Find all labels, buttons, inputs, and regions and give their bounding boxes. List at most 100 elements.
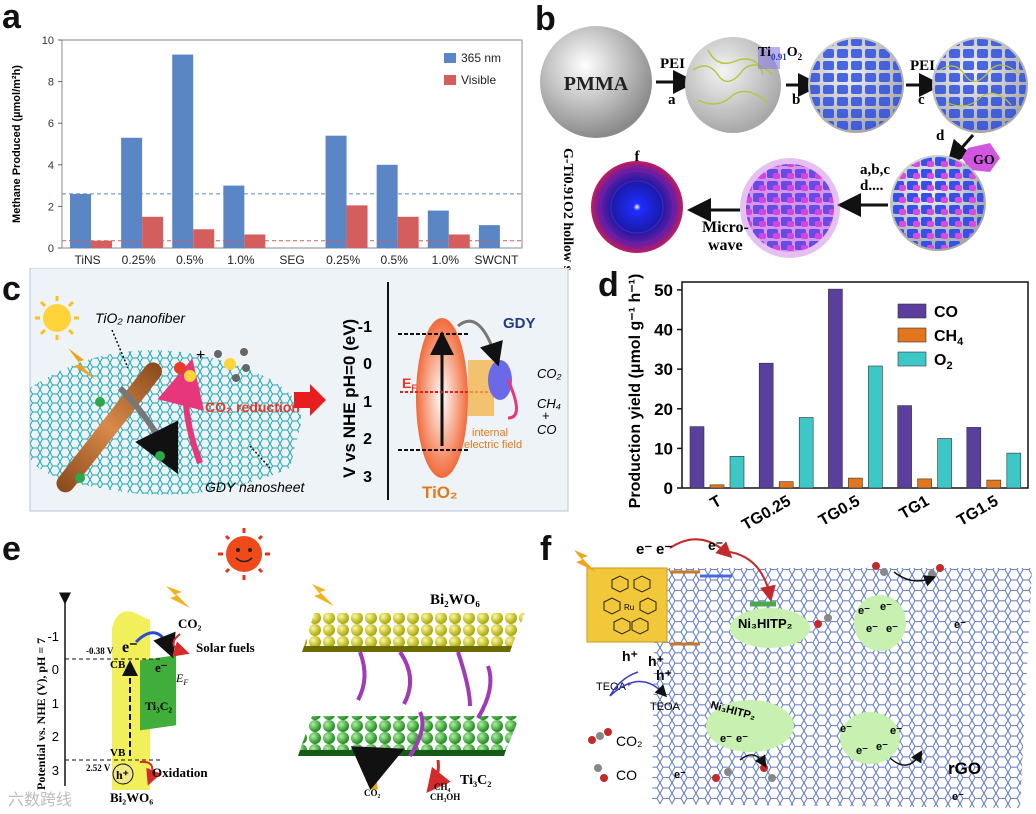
gdy-nanosheet-label: GDY nanosheet (205, 479, 305, 495)
svg-text:1: 1 (52, 696, 59, 711)
bar-ch4 (709, 484, 725, 489)
bar-365nm (325, 135, 347, 248)
svg-text:2: 2 (52, 729, 59, 744)
bar-co (758, 362, 774, 489)
bi2wo6-top-label: Bi₂WO₆ (430, 592, 480, 608)
electron-icon (75, 397, 165, 483)
x-tick-label-d: TG1 (897, 493, 933, 523)
svg-text:e⁻: e⁻ (858, 605, 870, 617)
energy-ticks: -1 0 1 2 3 (358, 319, 372, 486)
product-plus: + (542, 408, 550, 423)
repeat-label-1: a,b,c (860, 162, 890, 178)
y-tick-label-a: 4 (48, 160, 54, 172)
svg-text:e⁻: e⁻ (840, 723, 852, 735)
panel-c-diagram: TiO₂ nanofiber CO₂ reduction + GDY nanos… (29, 268, 569, 512)
lightning-icon (68, 348, 96, 380)
y-axis-label-d: Production yield (μmol g⁻¹ h⁻¹) (627, 274, 644, 509)
x-tick-label-d: T (708, 493, 725, 513)
vb-label: VB (110, 747, 126, 759)
electron-label: e⁻ (636, 541, 652, 558)
y-tick-label-d: 40 (654, 321, 673, 340)
x-tick-label-d: TG0.5 (816, 493, 863, 530)
y-tick-label-a: 8 (48, 77, 54, 89)
x-tick-label-a: TiNS (74, 253, 100, 267)
legend-label-a: 365 nm (461, 51, 501, 65)
pei-label-2: PEI (910, 58, 935, 74)
y-tick-label-a: 10 (42, 35, 54, 47)
bar-co (966, 427, 982, 489)
electron-label: e⁻ (708, 537, 723, 553)
svg-text:e⁻: e⁻ (880, 601, 892, 613)
ef-label: EF (402, 375, 417, 393)
step-f-label: f (635, 149, 641, 165)
legend-swatch-a (444, 75, 456, 85)
ru-complex-box (586, 567, 668, 643)
bar-365nm (70, 193, 91, 248)
bar-ch4 (778, 481, 794, 489)
hole-label: h⁺ (656, 667, 672, 683)
svg-text:-1: -1 (358, 319, 372, 336)
go-label: GO (973, 153, 995, 168)
field-label-1: internal (472, 427, 508, 439)
pmma-sphere (540, 26, 652, 138)
hole-label: h⁺ (622, 648, 638, 664)
ni3hitp2-blob (840, 712, 900, 764)
bar-ch4 (917, 478, 932, 489)
ru-complex-structure (603, 575, 657, 635)
sun-icon (35, 296, 79, 340)
potential-ticks: -1 0 1 2 3 (47, 629, 59, 778)
bi2wo6-label: Bi₂WO₆ (110, 790, 153, 805)
bar-o2 (937, 438, 952, 489)
svg-text:3: 3 (52, 763, 59, 778)
legend-label-d: O2 (934, 352, 953, 372)
co2-reduction-label: CO₂ reduction (205, 399, 300, 415)
ti3c2-label: Ti₃C₂ (145, 699, 172, 713)
right-arrow-icon (294, 384, 326, 416)
panel-label-d: d (598, 266, 619, 304)
panel-b-diagram: PMMA PEI a Ti0.91O2 b PEI c d GO a,b,c d… (540, 26, 1028, 270)
panel-label-f: f (540, 530, 552, 568)
bar-co (897, 405, 912, 489)
cb-value-label: -0.38 V (86, 646, 114, 656)
hole-label: h⁺ (116, 768, 129, 782)
y-tick-label-a: 0 (48, 243, 54, 255)
bar-visible (244, 234, 266, 248)
bar-365nm (172, 54, 194, 249)
multilayer-sphere (740, 158, 840, 258)
legend-swatch-a (444, 53, 456, 63)
watermark: 六数跨线 (8, 790, 73, 809)
bar-o2 (1006, 452, 1022, 489)
electron-label: e⁻ (656, 541, 672, 558)
ti3c2-bottom-label: Ti₃C₂ (460, 773, 491, 788)
ch3oh-label: CH₃OH (430, 792, 460, 802)
bar-visible (193, 229, 215, 248)
tio2-nanofiber (56, 362, 162, 493)
panel-label-a: a (2, 0, 21, 36)
pei-coated-sphere (685, 37, 781, 133)
x-tick-label-a: 0.25% (326, 253, 360, 267)
x-tick-label-a: SWCNT (474, 253, 519, 267)
ch4-molecule-icon (214, 348, 250, 382)
ru-label: Ru (624, 603, 634, 612)
ni3hitp2-label-1: Ni₃HITP₂ (738, 616, 793, 631)
panel-label-b: b (535, 0, 556, 38)
svg-text:+: + (196, 347, 205, 364)
svg-text:e⁻: e⁻ (856, 745, 868, 757)
svg-text:e⁻: e⁻ (720, 733, 732, 745)
product-ch4: CH₄ (537, 396, 561, 411)
x-tick-label-a: 1.0% (432, 253, 460, 267)
bar-visible (397, 216, 419, 248)
bar-visible (346, 205, 368, 248)
pmma-label: PMMA (564, 73, 629, 95)
panel-f-diagram: Ru e⁻ e⁻ e⁻ h⁺ h⁺ h⁺ TEOA⁺ TEOA Ni₃HITP₂… (574, 537, 1032, 808)
lightning-icon (574, 550, 596, 572)
bar-visible (448, 234, 470, 248)
bar-o2 (729, 456, 745, 489)
co2-bottom-label: CO₂ (364, 788, 381, 798)
bar-o2 (798, 417, 814, 489)
legend-label-d: CO (934, 304, 958, 321)
svg-text:e⁻: e⁻ (674, 769, 686, 781)
co2-label-c: CO₂ (537, 366, 562, 381)
rgo-label: rGO (948, 759, 981, 778)
co2-label-e: CO₂ (178, 616, 202, 631)
